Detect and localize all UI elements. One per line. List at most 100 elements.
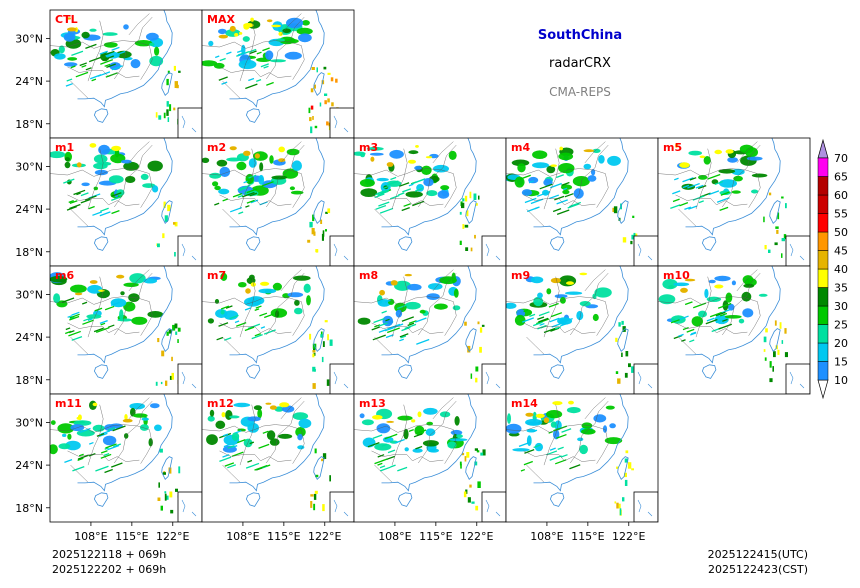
reflectivity-patch bbox=[149, 42, 155, 47]
reflectivity-patch bbox=[289, 186, 295, 191]
taiwan-island bbox=[465, 456, 477, 480]
convective-cell bbox=[624, 472, 627, 478]
rain-streak bbox=[63, 178, 75, 184]
rain-streak bbox=[225, 305, 233, 309]
colorbar-segment bbox=[817, 361, 829, 381]
rain-streak bbox=[111, 196, 122, 202]
convective-cell bbox=[326, 379, 330, 386]
rain-streak bbox=[92, 211, 103, 216]
convective-cell bbox=[614, 501, 617, 504]
reflectivity-patch bbox=[724, 315, 742, 319]
province-boundary bbox=[736, 269, 758, 292]
rain-streak bbox=[107, 444, 120, 451]
rain-streak bbox=[415, 429, 427, 435]
province-boundary bbox=[543, 148, 560, 210]
reflectivity-patch bbox=[453, 288, 459, 298]
reflectivity-patch bbox=[576, 310, 584, 321]
convective-cell bbox=[178, 70, 181, 73]
reflectivity-core bbox=[111, 145, 121, 152]
rain-streak bbox=[686, 328, 695, 333]
rain-streak bbox=[263, 65, 269, 69]
province-boundary bbox=[263, 424, 302, 430]
y-tick-label: 30°N bbox=[15, 32, 43, 45]
rain-streak bbox=[237, 49, 243, 54]
rain-streak bbox=[99, 50, 108, 55]
province-boundary bbox=[354, 169, 416, 177]
south-china-sea-inset bbox=[177, 107, 202, 138]
province-boundary bbox=[432, 397, 454, 420]
province-boundary bbox=[567, 296, 606, 302]
reflectivity-patch bbox=[534, 442, 543, 452]
reflectivity-patch bbox=[526, 435, 532, 447]
rain-streak bbox=[408, 320, 417, 325]
province-boundary bbox=[266, 400, 305, 464]
convective-cell bbox=[171, 372, 174, 380]
convective-cell bbox=[615, 371, 619, 374]
coastline bbox=[229, 394, 325, 492]
south-china-sea-inset bbox=[481, 491, 506, 522]
convective-cell bbox=[459, 461, 462, 466]
inset-coast bbox=[333, 499, 349, 517]
rain-streak bbox=[223, 443, 231, 448]
province-boundary bbox=[695, 276, 712, 338]
reflectivity-patch bbox=[140, 173, 149, 180]
reflectivity-patch bbox=[727, 303, 735, 311]
province-boundary bbox=[695, 148, 712, 210]
convective-cell bbox=[314, 448, 317, 454]
rain-streak bbox=[258, 443, 270, 449]
panel-label: m1 bbox=[55, 141, 74, 154]
reflectivity-patch bbox=[206, 434, 218, 445]
rain-streak bbox=[705, 318, 718, 325]
province-boundary bbox=[678, 336, 697, 355]
convective-cell bbox=[312, 350, 316, 353]
reflectivity-patch bbox=[242, 36, 250, 42]
rain-streak bbox=[65, 330, 72, 335]
colorbar-label: 40 bbox=[834, 263, 848, 276]
rain-streak bbox=[377, 454, 385, 458]
rain-streak bbox=[412, 200, 425, 207]
convective-cell bbox=[160, 505, 163, 511]
rain-streak bbox=[226, 51, 232, 55]
reflectivity-core bbox=[265, 402, 272, 405]
south-china-sea-inset bbox=[785, 363, 810, 394]
rain-streak bbox=[85, 43, 97, 50]
convective-cell bbox=[480, 452, 484, 456]
province-boundary bbox=[111, 40, 150, 46]
hainan-island bbox=[397, 236, 413, 251]
reflectivity-core bbox=[254, 153, 260, 159]
reflectivity-patch bbox=[123, 24, 129, 30]
rain-streak bbox=[66, 78, 73, 82]
reflectivity-patch bbox=[421, 165, 432, 175]
convective-cell bbox=[622, 497, 625, 502]
reflectivity-patch bbox=[609, 423, 616, 429]
hainan-island bbox=[549, 492, 565, 507]
rain-streak bbox=[72, 465, 85, 472]
rain-streak bbox=[100, 453, 112, 459]
province-boundary bbox=[50, 169, 112, 177]
province-boundary bbox=[266, 272, 305, 336]
reflectivity-patch bbox=[94, 169, 108, 176]
reflectivity-core bbox=[89, 143, 97, 148]
rain-streak bbox=[379, 322, 388, 327]
rain-streak bbox=[719, 206, 729, 212]
province-boundary bbox=[202, 41, 264, 49]
province-boundary bbox=[114, 16, 153, 80]
convective-cell bbox=[310, 105, 314, 110]
convective-cell bbox=[335, 78, 338, 83]
reflectivity-patch bbox=[236, 161, 247, 171]
rain-streak bbox=[245, 462, 260, 469]
convective-cell bbox=[464, 224, 469, 228]
axes: 30°N 24°N 18°N 30°N 24°N 18°N 30°N 24°N 18°N 30°N… bbox=[15, 32, 645, 543]
reflectivity-core bbox=[250, 282, 256, 287]
reflectivity-patch bbox=[514, 176, 525, 188]
convective-cell bbox=[482, 449, 486, 456]
reflectivity-patch bbox=[86, 314, 102, 319]
reflectivity-core bbox=[243, 23, 254, 28]
convective-cell bbox=[769, 378, 773, 383]
reflectivity-patch bbox=[220, 272, 228, 281]
coastline bbox=[685, 138, 781, 236]
reflectivity-core bbox=[386, 420, 395, 423]
reflectivity-patch bbox=[87, 284, 103, 294]
reflectivity-core bbox=[269, 405, 277, 410]
reflectivity-patch bbox=[605, 405, 615, 410]
